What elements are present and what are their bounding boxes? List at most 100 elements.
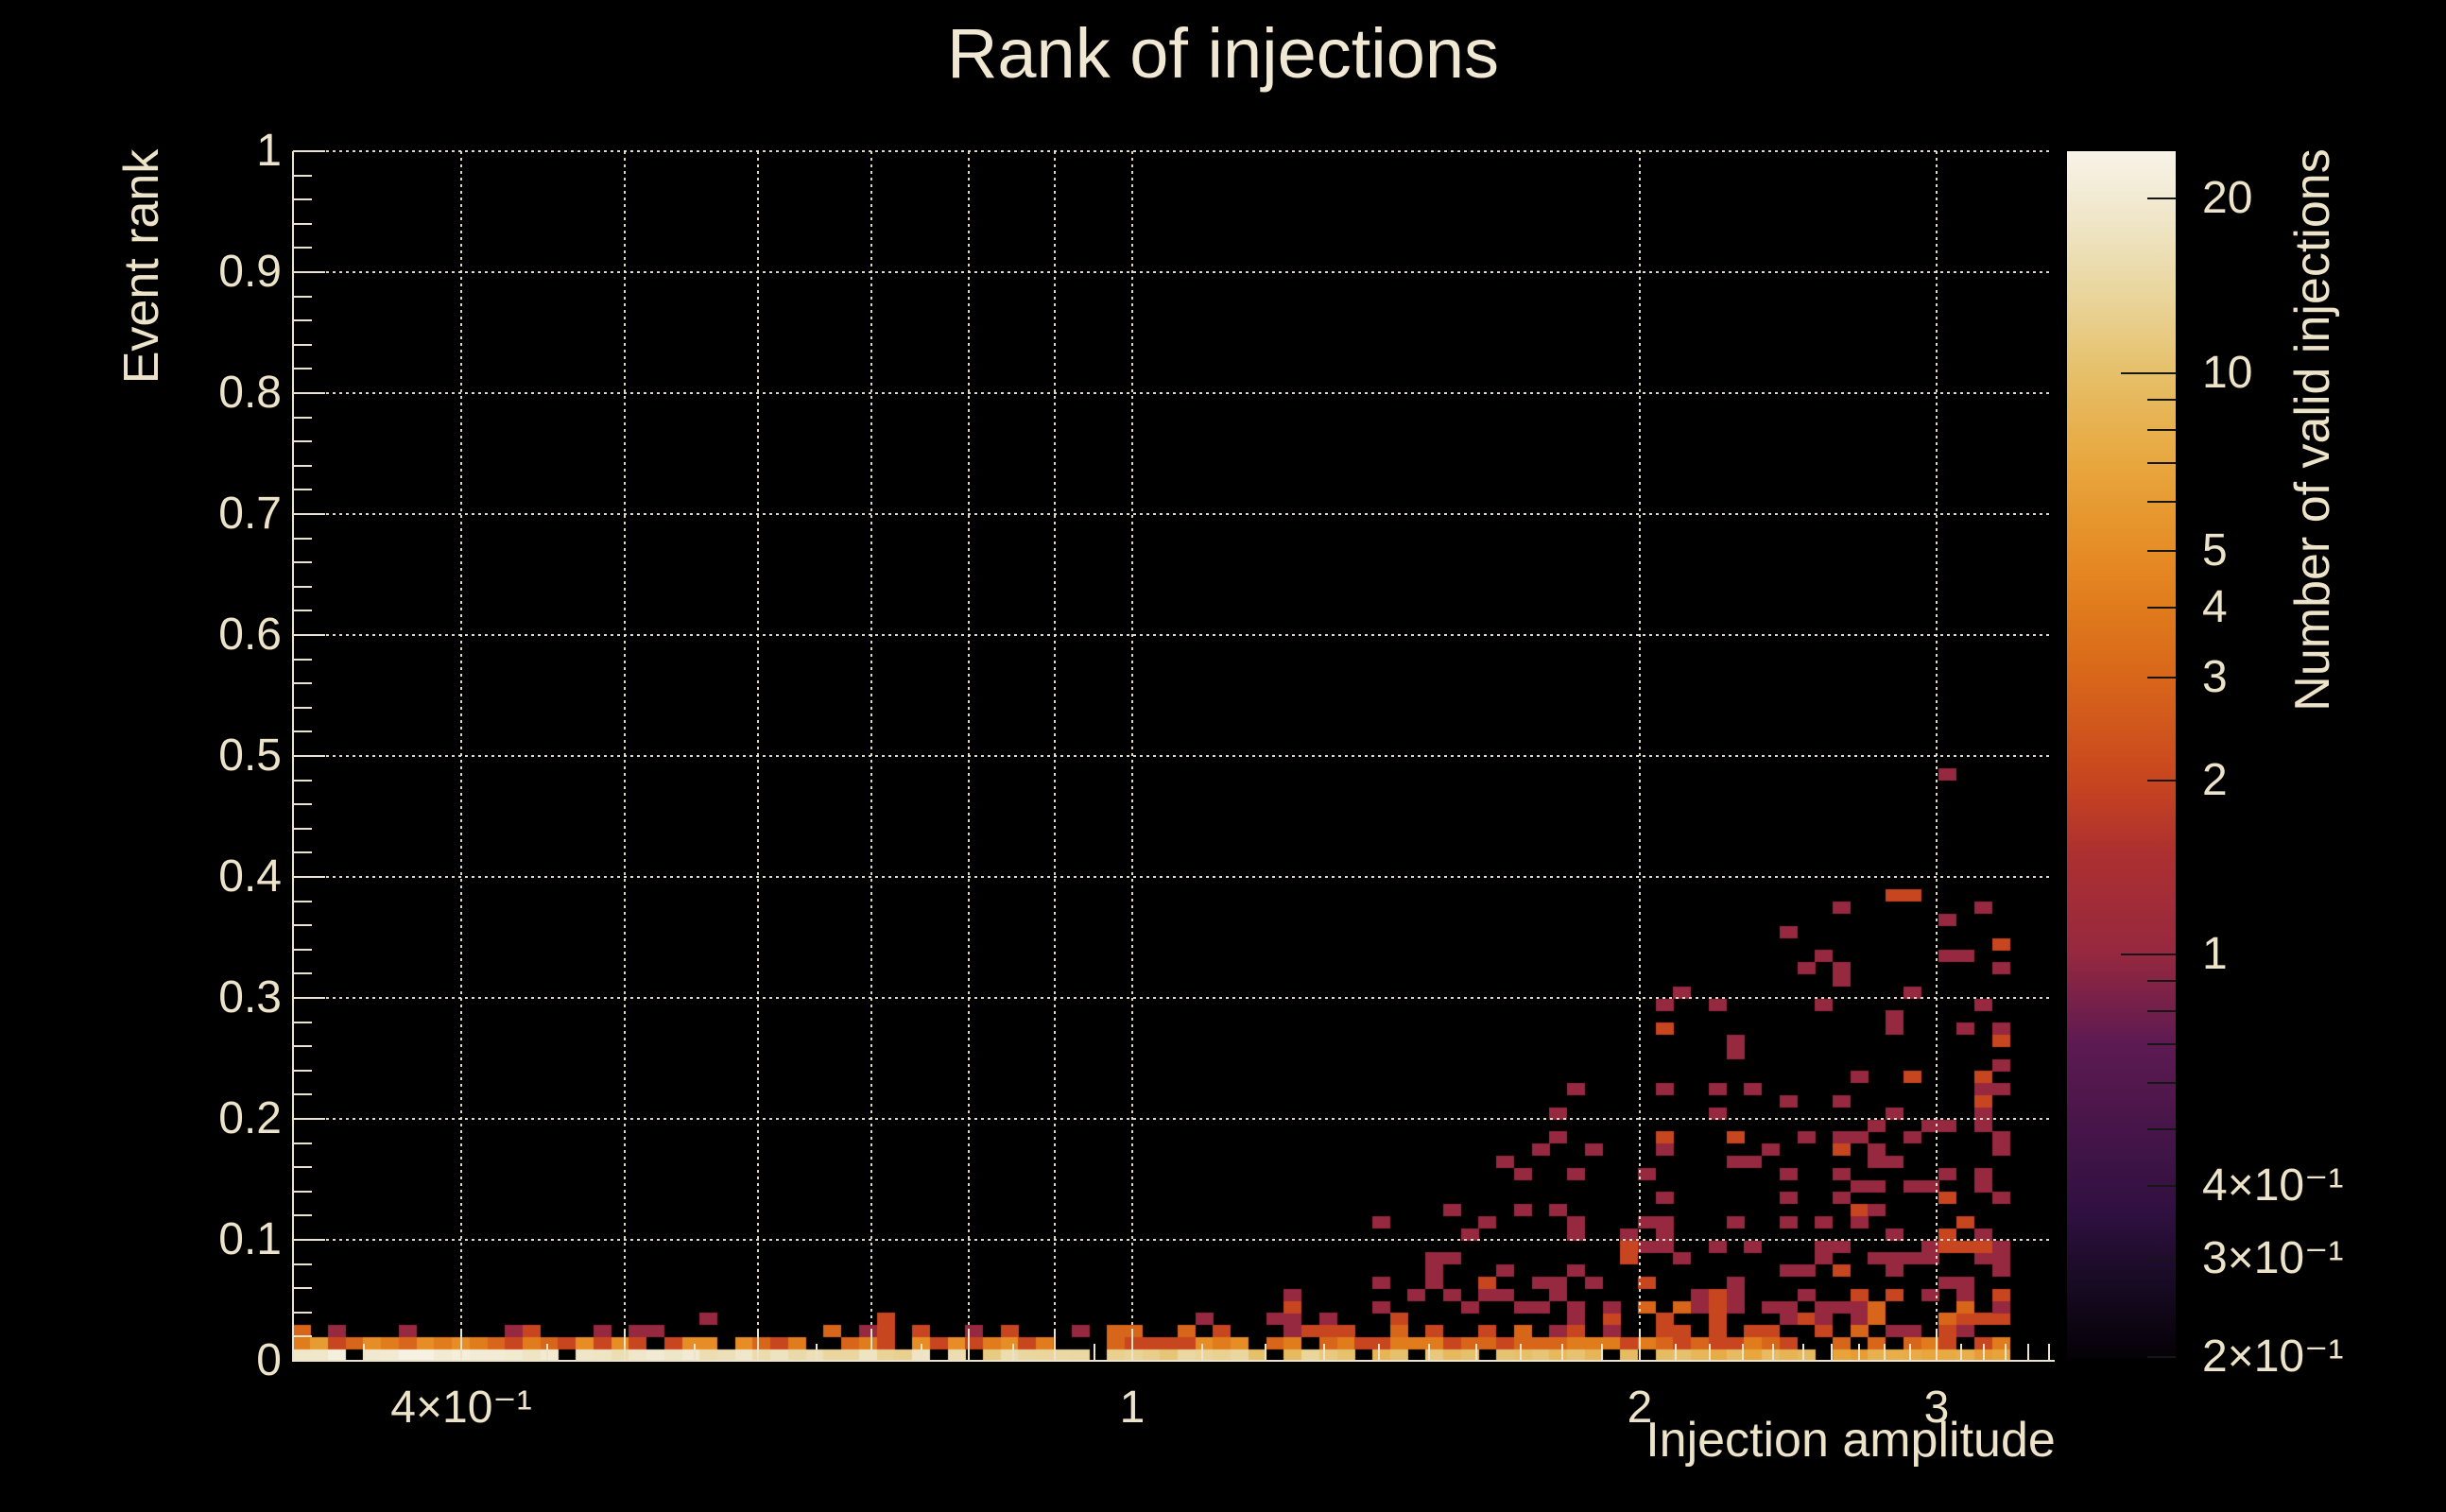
y-minor-tick [293, 561, 312, 564]
y-tick-label: 0.8 [218, 368, 282, 418]
x-major-tick [1054, 1329, 1056, 1361]
y-minor-tick [293, 924, 312, 927]
x-minor-tick [1675, 1344, 1677, 1361]
y-major-tick [293, 392, 325, 394]
x-major-tick [1936, 1329, 1938, 1361]
gridline-vertical [968, 151, 970, 1361]
x-minor-tick [1884, 1344, 1886, 1361]
x-minor-tick [1378, 1344, 1380, 1361]
y-minor-tick [293, 1287, 312, 1290]
x-tick-label: 1 [1119, 1383, 1145, 1433]
y-minor-tick [293, 682, 312, 685]
y-minor-tick [293, 972, 312, 975]
x-tick-label: 4×10⁻¹ [390, 1383, 532, 1433]
y-minor-tick [293, 1190, 312, 1193]
x-minor-tick [816, 1344, 818, 1361]
gridline-horizontal [293, 392, 2053, 394]
x-major-tick [757, 1329, 759, 1361]
y-axis-title: Event rank [114, 148, 169, 385]
x-minor-tick [1742, 1344, 1744, 1361]
gridline-vertical [1054, 151, 1056, 1361]
x-minor-tick [1709, 1344, 1711, 1361]
y-minor-tick [293, 174, 312, 177]
y-minor-tick [293, 827, 312, 830]
y-minor-tick [293, 222, 312, 225]
colorbar-major-tick [2147, 780, 2176, 782]
x-minor-tick [1802, 1344, 1804, 1361]
y-major-tick [293, 1118, 325, 1120]
y-minor-tick [293, 1045, 312, 1048]
colorbar-major-tick [2147, 198, 2176, 199]
gridline-horizontal [293, 997, 2053, 999]
y-tick-label: 0.2 [218, 1093, 282, 1143]
x-minor-tick [1520, 1344, 1522, 1361]
y-tick-label: 0.4 [218, 851, 282, 902]
x-minor-tick [1265, 1344, 1266, 1361]
y-tick-label: 0.6 [218, 610, 282, 660]
y-minor-tick [293, 1142, 312, 1144]
y-tick-label: 0.7 [218, 489, 282, 539]
y-tick-label: 0.3 [218, 972, 282, 1022]
y-minor-tick [293, 1166, 312, 1169]
y-minor-tick [293, 198, 312, 201]
y-tick-label: 1 [256, 126, 282, 176]
x-major-tick [968, 1329, 970, 1361]
x-minor-tick [1012, 1344, 1014, 1361]
gridline-vertical [624, 151, 626, 1361]
y-minor-tick [293, 585, 312, 588]
y-major-tick [293, 1239, 325, 1241]
gridline-horizontal [293, 150, 2053, 152]
y-minor-tick [293, 1214, 312, 1217]
colorbar [2067, 151, 2176, 1359]
y-major-tick [293, 634, 325, 636]
x-minor-tick [921, 1344, 922, 1361]
colorbar-tick-label: 2 [2202, 755, 2228, 805]
x-tick-label: 3 [1923, 1383, 1950, 1433]
colorbar-major-tick [2147, 1258, 2176, 1260]
y-minor-tick [293, 489, 312, 491]
y-minor-tick [293, 900, 312, 902]
x-minor-tick [1201, 1344, 1203, 1361]
colorbar-minor-tick [2147, 1043, 2176, 1045]
y-minor-tick [293, 319, 312, 322]
colorbar-minor-tick [2147, 399, 2176, 401]
y-minor-tick [293, 610, 312, 612]
y-minor-tick [293, 368, 312, 370]
y-minor-tick [293, 1335, 312, 1338]
x-major-tick [1639, 1329, 1641, 1361]
y-minor-tick [293, 803, 312, 806]
colorbar-minor-tick [2147, 501, 2176, 503]
x-minor-tick [1858, 1344, 1860, 1361]
x-minor-tick [1561, 1344, 1563, 1361]
gridline-vertical [1936, 151, 1938, 1361]
colorbar-tick-label: 20 [2202, 173, 2253, 223]
page-title: Rank of injections [946, 14, 1500, 93]
colorbar-minor-tick [2147, 462, 2176, 464]
y-minor-tick [293, 706, 312, 709]
x-minor-tick [363, 1344, 365, 1361]
colorbar-minor-tick [2147, 1010, 2176, 1012]
y-minor-tick [293, 247, 312, 249]
x-minor-tick [1323, 1344, 1325, 1361]
x-major-tick [870, 1329, 872, 1361]
colorbar-major-tick [2147, 607, 2176, 609]
y-minor-tick [293, 295, 312, 298]
y-major-tick [293, 755, 325, 757]
gridline-vertical [757, 151, 759, 1361]
gridline-horizontal [293, 1118, 2053, 1120]
y-tick-label: 0.1 [218, 1214, 282, 1264]
y-minor-tick [293, 1263, 312, 1265]
colorbar-minor-tick [2147, 1082, 2176, 1084]
colorbar-tick-label: 4×10⁻¹ [2202, 1160, 2344, 1211]
x-major-tick [624, 1329, 626, 1361]
y-tick-label: 0.5 [218, 730, 282, 781]
gridline-horizontal [293, 876, 2053, 878]
y-major-tick [293, 876, 325, 878]
colorbar-minor-tick [2147, 980, 2176, 982]
y-minor-tick [293, 440, 312, 443]
y-minor-tick [293, 779, 312, 782]
gridline-horizontal [293, 634, 2053, 636]
y-minor-tick [293, 464, 312, 467]
